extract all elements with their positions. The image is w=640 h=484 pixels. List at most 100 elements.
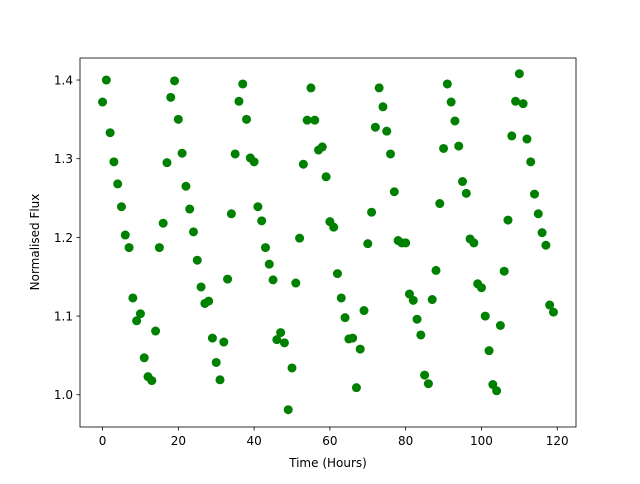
x-tick-label: 40 [246,434,261,448]
data-point [185,204,195,214]
data-point [492,386,502,396]
data-point [105,128,115,138]
data-point [173,114,183,124]
data-point [181,181,191,191]
data-point [219,337,229,347]
data-point [476,283,486,293]
data-point [128,293,138,303]
data-point [348,333,358,343]
data-point [98,97,108,107]
data-point [461,188,471,198]
data-point [514,69,524,79]
data-point [204,296,214,306]
data-point [295,233,305,243]
data-point [230,149,240,159]
data-point [340,313,350,323]
plot-frame [79,57,577,428]
data-point [522,134,532,144]
data-point [359,306,369,316]
data-point [158,218,168,228]
data-point [370,122,380,132]
data-point [287,363,297,373]
data-point [386,149,396,159]
data-point [363,239,373,249]
data-point [545,300,555,310]
data-point [458,177,468,187]
data-point [454,141,464,151]
data-point [238,79,248,89]
data-point [439,143,449,153]
data-point [291,278,301,288]
data-point [306,83,316,93]
data-point [109,157,119,167]
data-point [215,375,225,385]
data-point [442,79,452,89]
data-point [530,189,540,199]
data-point [166,92,176,102]
data-point [260,243,270,253]
x-axis-label: Time (Hours) [288,456,367,470]
data-point [435,199,445,209]
data-point [526,157,536,167]
data-point [192,255,202,265]
data-point [249,157,259,167]
data-point [223,274,233,284]
x-tick-label: 0 [99,434,107,448]
data-point [139,353,149,363]
y-tick-label: 1.2 [54,231,73,245]
x-tick-label: 120 [546,434,569,448]
data-point [177,148,187,158]
data-point [541,240,551,250]
data-point [302,115,312,125]
data-point [336,293,346,303]
data-point [446,97,456,107]
data-point [310,115,320,125]
data-point [211,357,221,367]
data-point [162,158,172,168]
y-tick-label: 1.3 [54,152,73,166]
data-point [378,102,388,112]
data-point [242,114,252,124]
data-point [298,159,308,169]
data-point [196,282,206,292]
y-axis-label: Normalised Flux [28,194,42,291]
data-point [412,314,422,324]
data-point [264,259,274,269]
data-point [382,126,392,136]
data-point [367,207,377,217]
data-point [276,328,286,338]
y-tick-label: 1.0 [54,388,73,402]
data-point [518,99,528,109]
data-point [321,172,331,182]
data-point [548,307,558,317]
data-point [374,83,384,93]
y-tick-label: 1.1 [54,310,73,324]
data-point [450,116,460,126]
data-point [533,209,543,219]
y-tick-label: 1.4 [54,74,73,88]
data-point [431,265,441,275]
data-point [279,338,289,348]
data-point [154,243,164,253]
data-point [207,333,217,343]
data-point [408,295,418,305]
data-point [503,215,513,225]
data-point [484,346,494,356]
data-point [188,227,198,237]
data-point [135,309,145,319]
x-tick-label: 60 [322,434,337,448]
data-point [234,96,244,106]
data-point [329,222,339,232]
data-point [401,238,411,248]
data-point [332,269,342,279]
data-point [113,179,123,189]
data-point [416,330,426,340]
data-point [389,187,399,197]
data-point [101,75,111,85]
data-point [423,379,433,389]
data-point [120,230,130,240]
data-point [427,295,437,305]
x-tick-label: 100 [470,434,493,448]
